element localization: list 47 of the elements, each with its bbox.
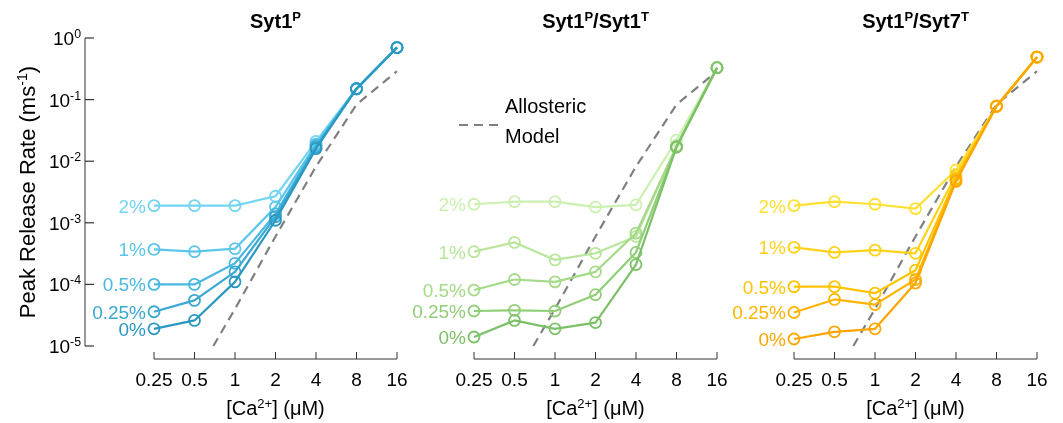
y-tick-label: 10$^{-2}$ <box>48 150 82 173</box>
x-tick-label: 8 <box>991 369 1002 390</box>
x-tick-label: 4 <box>950 369 962 390</box>
x-tick-label: 16 <box>706 369 728 390</box>
x-tick-label: 0.5 <box>501 369 528 390</box>
y-tick-label: 10$^{-4}$ <box>48 273 82 296</box>
y-tick-label: 10$^{0}$ <box>52 27 82 49</box>
y-tick-label: 10$^{-5}$ <box>48 335 82 357</box>
series-label: 2% <box>758 195 787 217</box>
series-label: 0% <box>758 328 787 350</box>
x-tick-label: 0.25 <box>135 369 173 390</box>
x-tick-label: 2 <box>910 369 921 390</box>
y-tick-label: 10$^{-3}$ <box>48 211 82 234</box>
series-label: 0.25% <box>732 302 787 324</box>
x-tick-label: 4 <box>310 369 322 390</box>
series-label: 0.25% <box>412 301 467 322</box>
x-tick-label: 1 <box>549 369 561 390</box>
chart-title: Syt1$^{P}$ <box>250 8 302 32</box>
legend-label: Allosteric Model <box>505 95 587 147</box>
x-tick-label: 16 <box>1026 369 1048 390</box>
chart-title: Syt1$^{P}$/Syt1$^{T}$ <box>542 8 649 32</box>
x-tick-label: 2 <box>270 369 281 390</box>
series-label: 1% <box>118 239 147 261</box>
series-label: 0.5% <box>102 274 147 296</box>
series-label: 0.5% <box>422 280 467 302</box>
x-tick-label: 0.25 <box>775 369 813 390</box>
x-axis-title: [Ca$^{2+}$] (μM) <box>866 395 965 419</box>
x-axis-title: [Ca$^{2+}$] (μM) <box>226 395 325 419</box>
x-tick-label: 4 <box>630 369 642 390</box>
series-label: 1% <box>758 237 787 259</box>
x-tick-label: 1 <box>229 369 241 390</box>
series-label: 1% <box>438 241 467 263</box>
x-tick-label: 0.5 <box>821 369 848 390</box>
x-tick-label: 8 <box>671 369 682 390</box>
x-tick-label: 16 <box>386 369 408 390</box>
x-axis-title: [Ca$^{2+}$] (μM) <box>546 395 645 419</box>
x-tick-label: 1 <box>869 369 881 390</box>
x-tick-label: 0.25 <box>455 369 493 390</box>
y-tick-label: 10$^{-1}$ <box>48 88 82 111</box>
series-label: 2% <box>118 195 147 217</box>
series-label: 0% <box>438 327 467 348</box>
x-tick-label: 8 <box>351 369 362 390</box>
x-tick-label: 0.5 <box>181 369 208 390</box>
x-tick-label: 2 <box>590 369 601 390</box>
chart-title: Syt1$^{P}$/Syt7$^{T}$ <box>862 8 969 32</box>
series-label: 2% <box>438 194 467 216</box>
series-label: 0.5% <box>742 276 787 298</box>
